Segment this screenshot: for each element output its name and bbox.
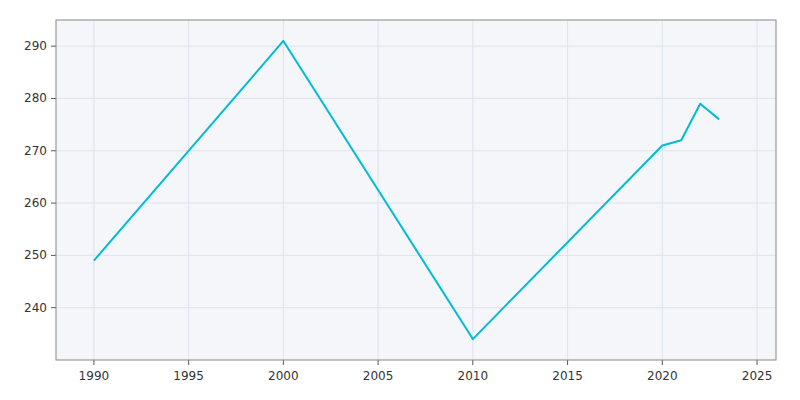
x-tick (93, 360, 94, 365)
y-tick (51, 203, 56, 204)
y-grid-line (56, 203, 776, 204)
x-tick (567, 360, 568, 365)
y-grid-line (56, 98, 776, 99)
x-tick-label: 2005 (363, 369, 394, 383)
x-grid-line (567, 20, 568, 360)
x-tick (472, 360, 473, 365)
x-tick-label: 2020 (647, 369, 678, 383)
y-grid-line (56, 307, 776, 308)
y-tick-label: 240 (24, 301, 47, 315)
x-grid-line (472, 20, 473, 360)
chart-svg: 1990 1995 2000 2005 2010 2015 2020 2025 240 250 26… (0, 0, 800, 400)
x-grid-line (283, 20, 284, 360)
x-tick-label: 2010 (458, 369, 489, 383)
x-tick (283, 360, 284, 365)
x-tick-label: 1995 (173, 369, 204, 383)
y-grid-line (56, 46, 776, 47)
chart-container: 1990 1995 2000 2005 2010 2015 2020 2025 240 250 26… (0, 0, 800, 400)
y-tick-label: 280 (24, 91, 47, 105)
plot-area (56, 20, 776, 360)
tick-labels: 1990 1995 2000 2005 2010 2015 2020 2025 240 250 26… (24, 39, 772, 383)
y-tick (51, 307, 56, 308)
x-tick (662, 360, 663, 365)
x-tick-label: 2000 (268, 369, 299, 383)
x-grid-line (662, 20, 663, 360)
x-tick-label: 1990 (79, 369, 110, 383)
line (94, 41, 719, 339)
x-tick (188, 360, 189, 365)
y-tick-label: 290 (24, 39, 47, 53)
y-tick (51, 255, 56, 256)
y-tick-label: 250 (24, 248, 47, 262)
y-tick (51, 98, 56, 99)
x-grid-line (188, 20, 189, 360)
y-grid-line (56, 150, 776, 151)
plot-frame (56, 20, 776, 360)
y-tick-label: 260 (24, 196, 47, 210)
x-grid-line (757, 20, 758, 360)
y-grid-line (56, 255, 776, 256)
grid (51, 20, 776, 365)
background (0, 0, 800, 400)
x-tick-label: 2015 (552, 369, 583, 383)
x-tick-label: 2025 (742, 369, 773, 383)
x-tick (378, 360, 379, 365)
series (94, 41, 719, 339)
y-tick (51, 46, 56, 47)
x-tick (757, 360, 758, 365)
y-tick-label: 270 (24, 144, 47, 158)
y-tick (51, 150, 56, 151)
x-grid-line (93, 20, 94, 360)
